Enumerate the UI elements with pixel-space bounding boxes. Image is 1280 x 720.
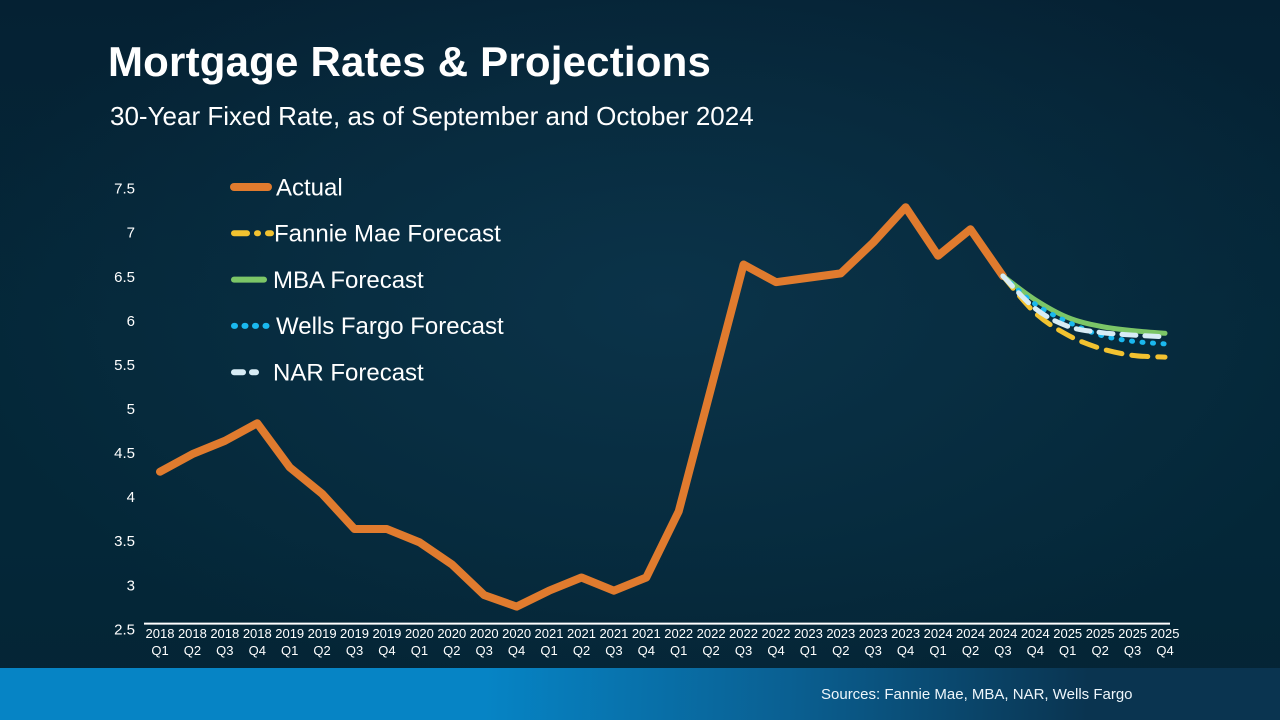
svg-text:Q3: Q3 [735, 643, 752, 658]
svg-text:2021: 2021 [535, 626, 564, 641]
svg-text:2021: 2021 [567, 626, 596, 641]
svg-text:Q1: Q1 [151, 643, 168, 658]
svg-text:Q4: Q4 [897, 643, 914, 658]
svg-text:2018: 2018 [146, 626, 175, 641]
svg-text:Q3: Q3 [346, 643, 363, 658]
svg-text:2022: 2022 [664, 626, 693, 641]
svg-text:2023: 2023 [859, 626, 888, 641]
svg-text:2024: 2024 [924, 626, 953, 641]
svg-text:2019: 2019 [340, 626, 369, 641]
svg-text:Fannie Mae Forecast: Fannie Mae Forecast [274, 221, 501, 248]
svg-text:2023: 2023 [826, 626, 855, 641]
svg-text:6: 6 [127, 313, 135, 330]
svg-text:2023: 2023 [794, 626, 823, 641]
svg-text:Q3: Q3 [865, 643, 882, 658]
svg-text:2021: 2021 [632, 626, 661, 641]
svg-text:2020: 2020 [502, 626, 531, 641]
svg-text:2020: 2020 [437, 626, 466, 641]
svg-text:Q4: Q4 [378, 643, 395, 658]
svg-text:2.5: 2.5 [114, 621, 135, 638]
svg-text:Q3: Q3 [476, 643, 493, 658]
svg-text:2018: 2018 [178, 626, 207, 641]
svg-text:2024: 2024 [1021, 626, 1050, 641]
svg-text:Q2: Q2 [443, 643, 460, 658]
svg-text:2024: 2024 [956, 626, 985, 641]
svg-text:Q4: Q4 [638, 643, 655, 658]
svg-text:2024: 2024 [988, 626, 1017, 641]
svg-text:Q1: Q1 [281, 643, 298, 658]
svg-text:2023: 2023 [891, 626, 920, 641]
svg-text:MBA Forecast: MBA Forecast [273, 267, 424, 294]
svg-text:Q4: Q4 [767, 643, 784, 658]
svg-text:2022: 2022 [729, 626, 758, 641]
svg-text:4.5: 4.5 [114, 445, 135, 462]
svg-text:Q1: Q1 [411, 643, 428, 658]
svg-text:Q1: Q1 [540, 643, 557, 658]
svg-text:7: 7 [127, 225, 135, 242]
svg-text:NAR Forecast: NAR Forecast [273, 360, 424, 387]
svg-text:4: 4 [127, 489, 135, 506]
svg-text:5.5: 5.5 [114, 357, 135, 374]
svg-text:Q2: Q2 [184, 643, 201, 658]
svg-text:2025: 2025 [1053, 626, 1082, 641]
svg-text:Q1: Q1 [929, 643, 946, 658]
svg-text:Actual: Actual [276, 174, 343, 201]
svg-text:Q4: Q4 [508, 643, 525, 658]
svg-text:2020: 2020 [405, 626, 434, 641]
svg-text:2025: 2025 [1151, 626, 1180, 641]
svg-text:Q4: Q4 [1027, 643, 1044, 658]
svg-text:2022: 2022 [697, 626, 726, 641]
svg-text:2018: 2018 [210, 626, 239, 641]
svg-text:Q2: Q2 [702, 643, 719, 658]
svg-text:3.5: 3.5 [114, 533, 135, 550]
svg-text:Q3: Q3 [994, 643, 1011, 658]
svg-text:Q4: Q4 [1156, 643, 1173, 658]
svg-text:Q2: Q2 [573, 643, 590, 658]
svg-text:Q3: Q3 [216, 643, 233, 658]
svg-text:2025: 2025 [1086, 626, 1115, 641]
svg-text:2022: 2022 [762, 626, 791, 641]
svg-text:2019: 2019 [275, 626, 304, 641]
svg-text:7.5: 7.5 [114, 181, 135, 198]
svg-text:Q2: Q2 [313, 643, 330, 658]
svg-text:2018: 2018 [243, 626, 272, 641]
svg-text:2020: 2020 [470, 626, 499, 641]
svg-text:2025: 2025 [1118, 626, 1147, 641]
svg-text:Q2: Q2 [1092, 643, 1109, 658]
svg-text:Q2: Q2 [832, 643, 849, 658]
svg-text:2019: 2019 [308, 626, 337, 641]
svg-text:Q2: Q2 [962, 643, 979, 658]
svg-text:Wells Fargo Forecast: Wells Fargo Forecast [276, 313, 504, 340]
svg-text:Q1: Q1 [800, 643, 817, 658]
svg-text:Q3: Q3 [1124, 643, 1141, 658]
svg-text:Q1: Q1 [670, 643, 687, 658]
svg-text:2019: 2019 [372, 626, 401, 641]
svg-text:6.5: 6.5 [114, 269, 135, 286]
svg-text:5: 5 [127, 401, 135, 418]
svg-text:Q3: Q3 [605, 643, 622, 658]
svg-text:Q1: Q1 [1059, 643, 1076, 658]
svg-text:Q4: Q4 [249, 643, 266, 658]
svg-text:2021: 2021 [599, 626, 628, 641]
svg-text:3: 3 [127, 577, 135, 594]
